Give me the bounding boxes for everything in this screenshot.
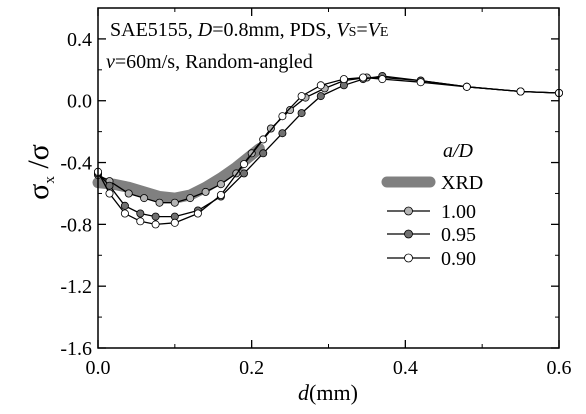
data-point-0-90 bbox=[378, 75, 387, 84]
legend-title: a/D bbox=[443, 140, 474, 162]
data-point-0-95 bbox=[136, 209, 145, 218]
y-tick-label: -1.2 bbox=[60, 276, 92, 298]
data-point-0-95 bbox=[278, 129, 287, 138]
data-point-1-00 bbox=[186, 194, 195, 203]
x-axis-title: d(mm) bbox=[298, 380, 358, 405]
series-xrd-band bbox=[92, 143, 265, 204]
legend-label: XRD bbox=[441, 172, 483, 194]
data-point-1-00 bbox=[140, 194, 149, 203]
x-tick-label: 0.0 bbox=[86, 357, 111, 379]
data-point-0-90 bbox=[120, 209, 129, 218]
data-point-0-90 bbox=[516, 87, 525, 96]
data-point-0-90 bbox=[359, 73, 368, 82]
data-point-1-00 bbox=[216, 180, 225, 189]
y-tick-label: -0.8 bbox=[60, 214, 92, 236]
tick-marks bbox=[97, 7, 560, 349]
data-point-0-95 bbox=[297, 109, 306, 118]
data-point-0-90 bbox=[339, 75, 348, 84]
data-point-0-90 bbox=[216, 190, 225, 199]
legend-label: 0.95 bbox=[441, 224, 476, 246]
data-point-0-95 bbox=[316, 92, 325, 101]
data-point-0-95 bbox=[120, 201, 129, 210]
data-point-1-00 bbox=[170, 198, 179, 207]
legend-label: 0.90 bbox=[441, 248, 476, 270]
legend: a/D XRD 1.000.950.90 bbox=[381, 140, 483, 270]
legend-marker-1-00 bbox=[404, 206, 413, 216]
annotation-line-1: SAE5155, D=0.8mm, PDS, VS=VE bbox=[110, 19, 388, 41]
data-point-0-90 bbox=[416, 78, 425, 87]
data-point-0-95 bbox=[239, 169, 248, 178]
data-point-0-90 bbox=[170, 218, 179, 227]
data-point-0-90 bbox=[259, 135, 268, 144]
data-point-0-95 bbox=[259, 149, 268, 158]
data-point-1-00 bbox=[155, 198, 164, 207]
data-point-0-95 bbox=[151, 212, 160, 221]
data-point-0-90 bbox=[297, 92, 306, 101]
data-point-0-90 bbox=[105, 189, 114, 198]
plot-area bbox=[92, 72, 564, 229]
data-point-1-00 bbox=[266, 124, 275, 133]
data-point-0-90 bbox=[239, 160, 248, 169]
y-tick-label: -0.4 bbox=[60, 153, 92, 175]
data-point-0-90 bbox=[193, 209, 202, 218]
annotation-line-2: v=60m/s, Random-angled bbox=[106, 51, 313, 73]
x-tick-label: 0.4 bbox=[393, 357, 418, 379]
y-tick-label: 0.4 bbox=[67, 29, 92, 51]
legend-marker-0-90 bbox=[404, 253, 413, 263]
data-point-0-90 bbox=[151, 220, 160, 229]
data-point-0-90 bbox=[278, 112, 287, 121]
legend-marker-0-95 bbox=[404, 229, 413, 239]
y-axis-title: σx /σ bbox=[22, 144, 58, 200]
legend-label: 1.00 bbox=[441, 201, 476, 223]
y-tick-label: 0.0 bbox=[67, 91, 92, 113]
data-point-1-00 bbox=[124, 189, 133, 198]
x-tick-label: 0.2 bbox=[239, 357, 264, 379]
data-point-0-90 bbox=[462, 82, 471, 91]
x-tick-label: 0.6 bbox=[547, 357, 572, 379]
data-point-0-90 bbox=[316, 81, 325, 90]
data-point-1-00 bbox=[201, 187, 210, 196]
y-tick-label: -1.6 bbox=[60, 338, 92, 360]
data-point-1-00 bbox=[286, 106, 295, 115]
data-point-0-90 bbox=[136, 217, 145, 226]
